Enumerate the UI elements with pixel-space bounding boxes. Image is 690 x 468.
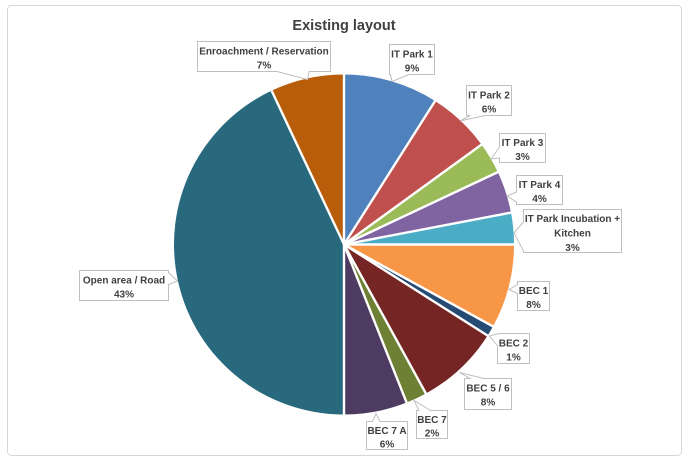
svg-text:8%: 8%	[481, 398, 496, 409]
svg-text:4%: 4%	[532, 194, 547, 205]
svg-text:IT Park 3: IT Park 3	[502, 138, 544, 149]
svg-text:6%: 6%	[482, 105, 497, 116]
svg-text:BEC 7: BEC 7	[417, 415, 447, 426]
svg-text:Kitchen: Kitchen	[554, 229, 591, 240]
svg-text:Enroachment / Reservation: Enroachment / Reservation	[199, 47, 328, 58]
svg-text:6%: 6%	[380, 440, 395, 451]
svg-text:Existing layout: Existing layout	[292, 18, 395, 34]
svg-text:IT Park 4: IT Park 4	[519, 180, 561, 191]
svg-text:Open area / Road: Open area / Road	[83, 276, 165, 287]
svg-text:1%: 1%	[506, 353, 521, 364]
svg-text:IT Park 2: IT Park 2	[468, 91, 510, 102]
svg-text:3%: 3%	[515, 152, 530, 163]
svg-text:2%: 2%	[425, 429, 440, 440]
svg-text:3%: 3%	[565, 243, 580, 254]
svg-text:BEC 2: BEC 2	[499, 339, 529, 350]
svg-text:BEC 7 A: BEC 7 A	[367, 426, 406, 437]
svg-text:9%: 9%	[405, 64, 420, 75]
svg-text:BEC 1: BEC 1	[519, 286, 549, 297]
svg-text:43%: 43%	[114, 290, 134, 301]
svg-text:BEC 5 / 6: BEC 5 / 6	[466, 384, 510, 395]
svg-text:IT Park Incubation +: IT Park Incubation +	[525, 214, 620, 225]
svg-text:7%: 7%	[257, 61, 272, 72]
svg-text:8%: 8%	[526, 300, 541, 311]
svg-text:IT Park 1: IT Park 1	[391, 50, 433, 61]
